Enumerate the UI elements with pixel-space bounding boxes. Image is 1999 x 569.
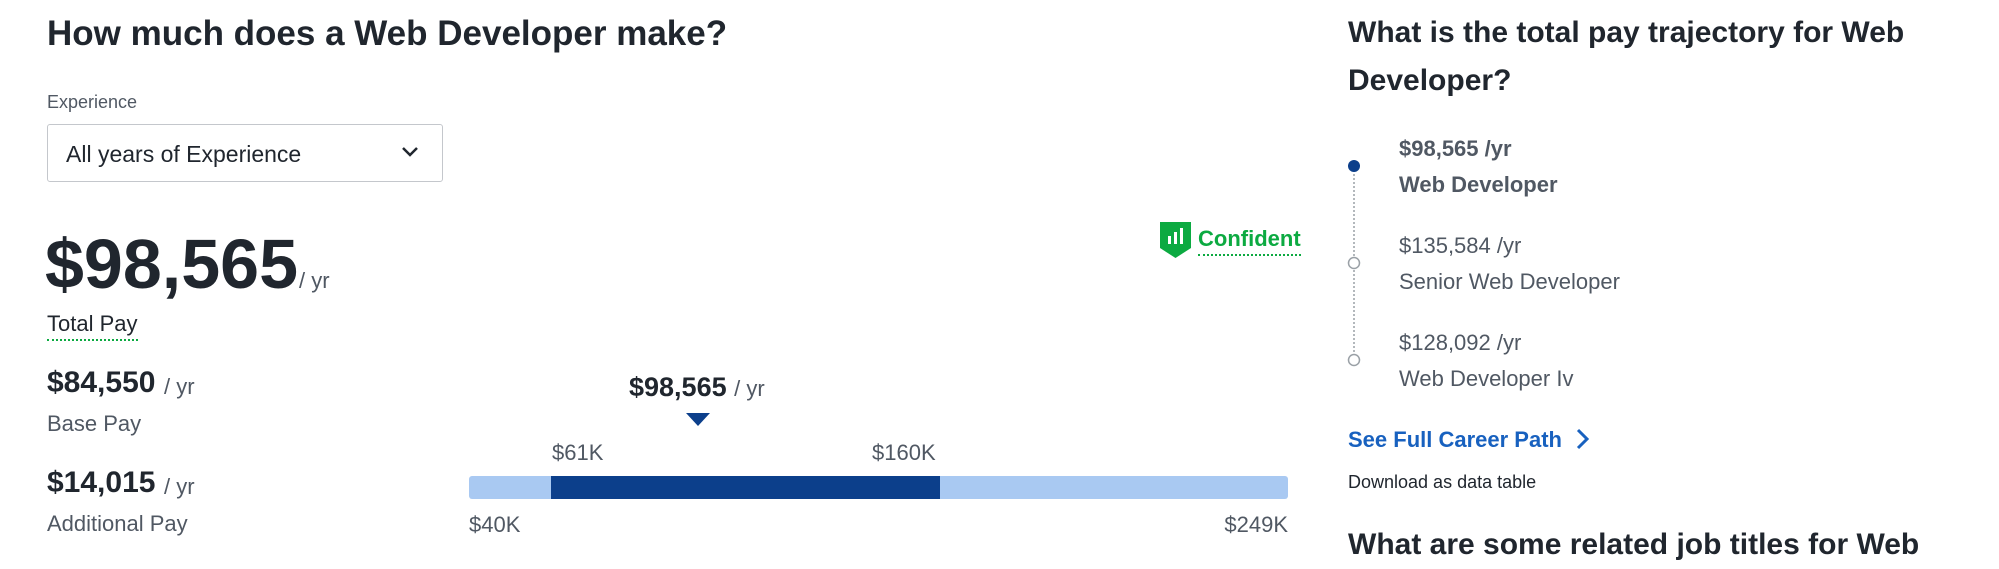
confident-icon	[1160, 222, 1191, 258]
next-section-title: What are some related job titles for Web	[1348, 528, 1920, 561]
base-pay-amount: $84,550	[47, 366, 156, 399]
chevron-down	[402, 147, 418, 157]
link-text: See Full Career Path	[1348, 427, 1562, 452]
trajectory-title: What is the total pay trajectory for Web…	[1348, 16, 1905, 97]
marker-amount: $98,565	[629, 372, 727, 402]
additional-pay-unit: / yr	[164, 474, 195, 499]
base-pay-unit: / yr	[164, 374, 195, 399]
chevron-right	[1577, 428, 1590, 450]
download-link[interactable]: Download as data table	[1348, 472, 1537, 492]
range-max-label: $249K	[1224, 512, 1288, 537]
range-bar-core	[551, 476, 940, 499]
range-min-label: $40K	[469, 512, 521, 537]
page-title: How much does a Web Developer make?	[47, 14, 728, 53]
range-high-label: $160K	[872, 440, 936, 465]
total-pay-label[interactable]: Total Pay	[47, 311, 138, 341]
trajectory-job[interactable]: Web Developer Iv	[1399, 366, 1574, 391]
total-pay-unit: / yr	[299, 268, 330, 293]
range-low-label: $61K	[552, 440, 604, 465]
additional-pay-amount: $14,015	[47, 466, 156, 499]
experience-label: Experience	[47, 92, 138, 112]
trajectory-job[interactable]: Web Developer	[1399, 172, 1558, 197]
marker-unit: / yr	[734, 376, 765, 401]
trajectory-job[interactable]: Senior Web Developer	[1399, 269, 1620, 294]
trajectory-line	[1347, 160, 1361, 367]
additional-pay-label: Additional Pay	[47, 511, 188, 536]
range-marker-amount: $98,565 / yr	[629, 372, 765, 403]
page: {"header":{"title":"How much does a Web …	[45, 14, 1920, 561]
dropdown-value: All years of Experience	[66, 141, 302, 167]
trajectory-pay: $128,092 /yr	[1399, 330, 1522, 355]
total-pay-amount: $98,565	[45, 225, 299, 303]
trajectory-pay: $135,584 /yr	[1399, 233, 1522, 258]
experience-dropdown[interactable]: All years of Experience	[47, 124, 443, 182]
confidence-label[interactable]: Confident	[1198, 226, 1301, 256]
trajectory-pay: $98,565 /yr	[1399, 136, 1512, 161]
base-pay-label: Base Pay	[47, 411, 142, 436]
range-marker	[686, 413, 710, 426]
career-path-link[interactable]: See Full Career Path	[1348, 427, 1592, 453]
